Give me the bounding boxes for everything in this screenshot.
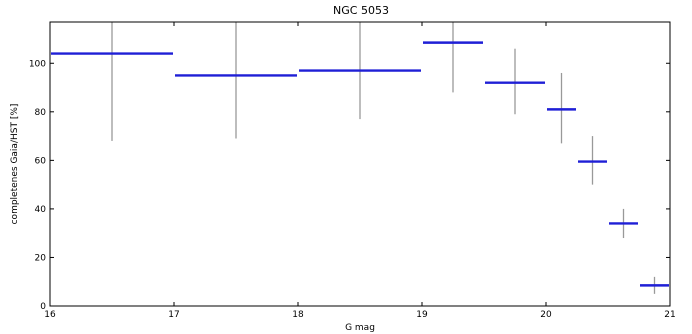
axis-ticks: 16 17 18 19 20 21 0 20 40 60 80 100 xyxy=(29,22,676,320)
x-tick-label-3: 19 xyxy=(416,310,428,320)
y-tick-label-1: 20 xyxy=(35,253,47,263)
chart-title: NGC 5053 xyxy=(333,4,389,17)
x-tick-label-4: 20 xyxy=(540,310,552,320)
y-tick-label-3: 60 xyxy=(35,156,47,166)
y-tick-label-2: 40 xyxy=(35,205,47,215)
x-tick-label-0: 16 xyxy=(44,310,56,320)
y-tick-label-0: 0 xyxy=(40,302,46,312)
x-tick-label-1: 17 xyxy=(168,310,179,320)
x-axis-label: G mag xyxy=(345,323,375,333)
y-tick-label-5: 100 xyxy=(29,59,46,69)
x-tick-label-2: 18 xyxy=(292,310,304,320)
y-axis-label: completenes Gaia/HST [%] xyxy=(10,104,20,225)
x-tick-label-5: 21 xyxy=(664,310,675,320)
y-tick-label-4: 80 xyxy=(35,108,47,118)
plot-frame xyxy=(49,21,671,307)
data-marks xyxy=(51,22,669,294)
